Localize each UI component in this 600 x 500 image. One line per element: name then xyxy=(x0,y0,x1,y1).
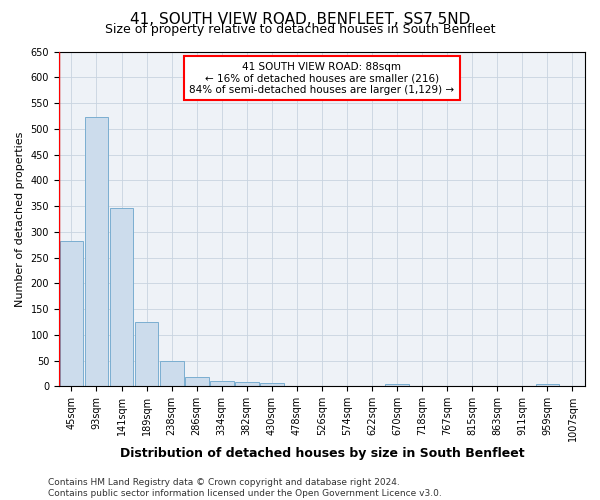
Text: Contains HM Land Registry data © Crown copyright and database right 2024.
Contai: Contains HM Land Registry data © Crown c… xyxy=(48,478,442,498)
Bar xyxy=(536,384,559,386)
Bar xyxy=(185,376,209,386)
Bar xyxy=(59,240,83,386)
Bar xyxy=(160,361,184,386)
Text: 41, SOUTH VIEW ROAD, BENFLEET, SS7 5ND: 41, SOUTH VIEW ROAD, BENFLEET, SS7 5ND xyxy=(130,12,470,28)
Y-axis label: Number of detached properties: Number of detached properties xyxy=(15,131,25,306)
Text: Size of property relative to detached houses in South Benfleet: Size of property relative to detached ho… xyxy=(105,22,495,36)
Bar xyxy=(260,382,284,386)
Bar xyxy=(235,382,259,386)
Bar xyxy=(210,380,233,386)
X-axis label: Distribution of detached houses by size in South Benfleet: Distribution of detached houses by size … xyxy=(119,447,524,460)
Bar xyxy=(110,208,133,386)
Bar xyxy=(385,384,409,386)
Bar xyxy=(134,322,158,386)
Text: 41 SOUTH VIEW ROAD: 88sqm
← 16% of detached houses are smaller (216)
84% of semi: 41 SOUTH VIEW ROAD: 88sqm ← 16% of detac… xyxy=(190,62,455,94)
Bar xyxy=(85,118,109,386)
